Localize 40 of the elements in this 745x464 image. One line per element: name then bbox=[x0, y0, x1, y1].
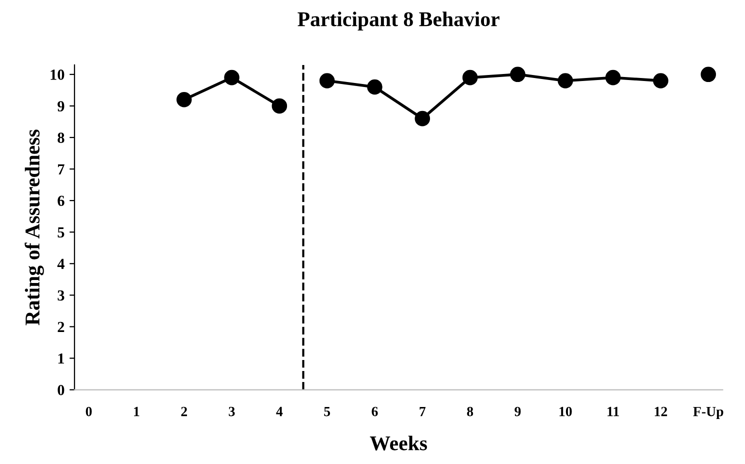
y-tick-label: 7 bbox=[58, 164, 64, 174]
y-tick-label: 6 bbox=[58, 196, 64, 206]
x-tick-label: 8 bbox=[467, 406, 474, 416]
x-tick-label: 12 bbox=[654, 406, 668, 416]
x-tick-label: 0 bbox=[86, 406, 92, 416]
y-tick-label: 8 bbox=[58, 132, 64, 143]
y-tick-label: 0 bbox=[58, 384, 64, 396]
x-tick-label: 6 bbox=[372, 406, 378, 416]
y-tick-label: 5 bbox=[58, 227, 64, 238]
x-tick-label: 11 bbox=[608, 406, 619, 416]
point bbox=[367, 79, 382, 95]
x-tick-label: 3 bbox=[228, 406, 235, 416]
point bbox=[558, 73, 574, 88]
x-axis-title: Weeks bbox=[370, 436, 427, 450]
x-tick-label: 7 bbox=[420, 406, 426, 416]
point bbox=[272, 98, 288, 114]
y-tick-label: 3 bbox=[58, 290, 64, 301]
y-tick-label: 10 bbox=[50, 70, 64, 80]
x-tick-label: 10 bbox=[560, 406, 572, 416]
point bbox=[510, 66, 526, 82]
y-tick-label: 1 bbox=[58, 353, 64, 364]
chart-title: Participant 8 Behavior bbox=[298, 12, 500, 31]
point bbox=[224, 70, 240, 86]
x-tick-label: F-Up bbox=[693, 406, 724, 420]
x-tick-label: 2 bbox=[181, 406, 187, 416]
point bbox=[414, 110, 430, 126]
point bbox=[653, 73, 668, 88]
y-tick-label: 9 bbox=[58, 101, 64, 112]
point bbox=[605, 70, 621, 86]
y-axis-title: Rating of Assuredness bbox=[24, 130, 44, 326]
point bbox=[462, 70, 478, 86]
x-tick-label: 4 bbox=[276, 406, 283, 416]
point bbox=[319, 73, 335, 88]
point bbox=[176, 92, 192, 108]
point bbox=[700, 66, 716, 82]
x-tick-label: 9 bbox=[514, 406, 521, 416]
x-tick-label: 5 bbox=[324, 406, 330, 416]
y-tick-label: 4 bbox=[57, 258, 64, 269]
y-tick-label: 2 bbox=[58, 322, 64, 332]
x-tick-label: 1 bbox=[134, 406, 140, 416]
